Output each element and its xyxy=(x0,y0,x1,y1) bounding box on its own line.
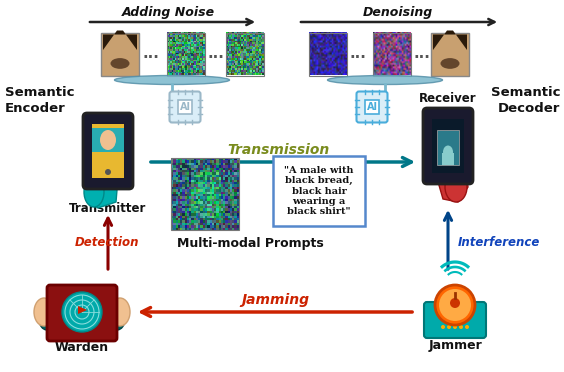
Bar xyxy=(101,32,139,76)
Bar xyxy=(171,158,239,230)
FancyBboxPatch shape xyxy=(83,113,133,189)
Text: Multi-modal Prompts: Multi-modal Prompts xyxy=(177,237,323,250)
Ellipse shape xyxy=(109,39,131,69)
FancyBboxPatch shape xyxy=(273,156,365,226)
Text: ...: ... xyxy=(350,46,367,61)
Text: ...: ... xyxy=(413,46,430,61)
Bar xyxy=(431,32,469,76)
Polygon shape xyxy=(78,306,87,314)
Text: Semantic
Decoder: Semantic Decoder xyxy=(491,86,560,115)
Ellipse shape xyxy=(100,130,116,150)
Text: Semantic
Encoder: Semantic Encoder xyxy=(5,86,74,115)
Circle shape xyxy=(447,325,451,329)
Circle shape xyxy=(439,289,471,321)
Ellipse shape xyxy=(439,39,461,69)
FancyBboxPatch shape xyxy=(356,92,387,122)
Circle shape xyxy=(450,298,460,308)
Circle shape xyxy=(441,325,445,329)
Text: Jamming: Jamming xyxy=(241,293,309,307)
Bar xyxy=(432,119,464,173)
Text: Transmission: Transmission xyxy=(227,143,329,157)
Text: Jammer: Jammer xyxy=(428,339,482,352)
Ellipse shape xyxy=(445,172,467,202)
FancyBboxPatch shape xyxy=(423,108,473,184)
Polygon shape xyxy=(86,175,118,208)
Bar xyxy=(437,130,459,165)
Ellipse shape xyxy=(114,76,230,84)
Bar xyxy=(178,100,192,114)
Bar xyxy=(92,124,124,178)
FancyBboxPatch shape xyxy=(170,92,200,122)
Text: Warden: Warden xyxy=(55,341,109,354)
Ellipse shape xyxy=(109,308,125,330)
Bar xyxy=(309,32,347,76)
Circle shape xyxy=(465,325,469,329)
Bar xyxy=(365,100,379,114)
Bar xyxy=(92,128,124,152)
Text: Denoising: Denoising xyxy=(363,6,433,19)
Ellipse shape xyxy=(328,76,443,84)
Polygon shape xyxy=(436,169,468,202)
FancyBboxPatch shape xyxy=(424,302,486,338)
Circle shape xyxy=(453,325,457,329)
Text: "A male with
black bread,
black hair
wearing a
black shirt": "A male with black bread, black hair wea… xyxy=(284,166,354,216)
Text: Receiver: Receiver xyxy=(419,92,477,105)
Ellipse shape xyxy=(34,298,54,326)
Ellipse shape xyxy=(443,145,453,158)
Text: AI: AI xyxy=(367,102,377,112)
Ellipse shape xyxy=(84,177,104,207)
Text: AI: AI xyxy=(179,102,191,112)
Bar xyxy=(373,32,411,76)
Ellipse shape xyxy=(110,298,130,326)
Ellipse shape xyxy=(440,58,460,69)
Polygon shape xyxy=(103,31,137,50)
Ellipse shape xyxy=(111,58,130,69)
Circle shape xyxy=(435,285,475,325)
Text: ...: ... xyxy=(143,46,160,61)
Text: ...: ... xyxy=(208,46,224,61)
Ellipse shape xyxy=(39,308,55,330)
Circle shape xyxy=(459,325,463,329)
Bar xyxy=(167,32,205,76)
Polygon shape xyxy=(433,31,467,50)
Bar xyxy=(226,32,264,76)
Circle shape xyxy=(105,169,111,175)
FancyBboxPatch shape xyxy=(47,285,117,341)
Bar xyxy=(442,153,454,165)
Text: Detection: Detection xyxy=(75,235,139,248)
Text: Adding Noise: Adding Noise xyxy=(121,6,214,19)
Circle shape xyxy=(62,292,102,332)
Text: Interference: Interference xyxy=(458,235,540,248)
Text: Transmitter: Transmitter xyxy=(69,202,147,215)
